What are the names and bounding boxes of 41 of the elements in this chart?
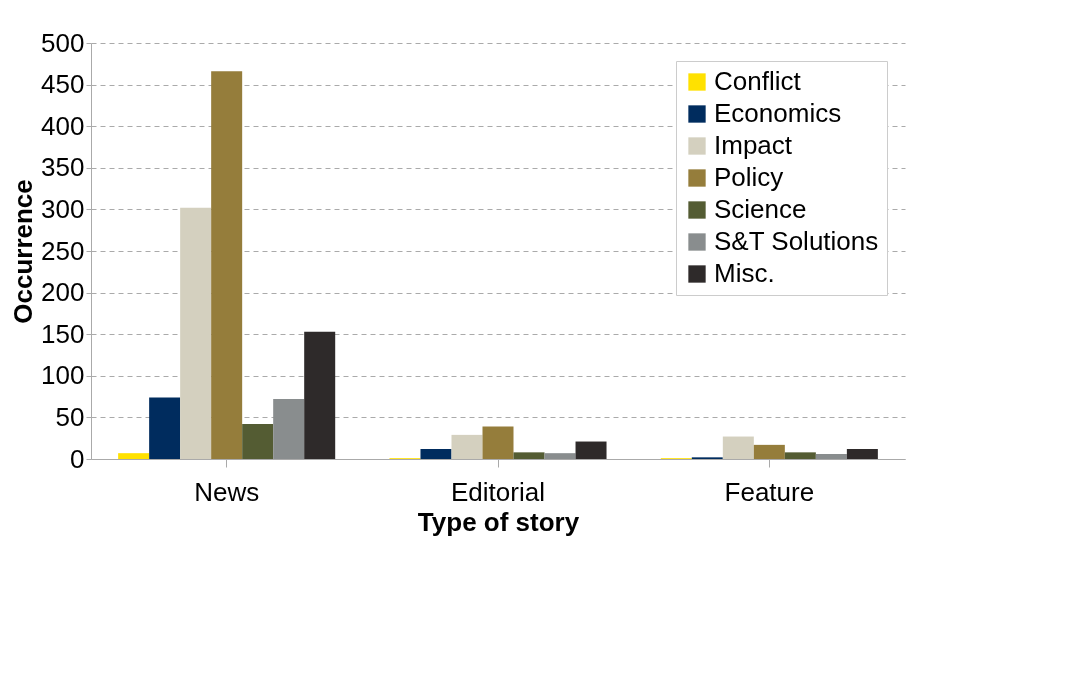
legend-label: Policy <box>714 162 784 192</box>
bar <box>513 452 545 459</box>
legend-label: Impact <box>714 130 793 160</box>
bar <box>846 449 878 459</box>
bar <box>722 436 754 459</box>
y-tick-label: 250 <box>41 235 85 266</box>
x-axis-title: Type of story <box>417 506 580 537</box>
bar <box>544 453 576 459</box>
legend-label: Science <box>714 194 807 224</box>
bar <box>242 424 274 459</box>
bar <box>118 453 150 459</box>
x-tick-label: Editorial <box>451 476 545 507</box>
legend-label: Conflict <box>714 66 802 96</box>
bar <box>420 449 452 459</box>
bar <box>784 452 816 459</box>
y-tick-label: 100 <box>41 360 85 391</box>
y-tick-label: 300 <box>41 193 85 224</box>
y-tick-label: 450 <box>41 69 85 100</box>
x-tick-label: Feature <box>724 476 815 507</box>
bar <box>211 71 243 459</box>
y-axis-title: Occurrence <box>8 179 39 324</box>
y-tick-label: 50 <box>55 401 85 432</box>
y-tick-label: 500 <box>41 27 85 58</box>
bar <box>304 331 336 459</box>
bar <box>815 454 847 459</box>
y-tick-label: 400 <box>41 110 85 141</box>
y-tick-label: 150 <box>41 318 85 349</box>
bar <box>451 434 483 459</box>
bar <box>482 426 514 459</box>
y-tick-label: 200 <box>41 277 85 308</box>
legend-label: S&T Solutions <box>714 226 879 256</box>
bar <box>180 207 212 459</box>
legend-label: Misc. <box>714 258 775 288</box>
bar <box>149 397 181 459</box>
x-tick-label: News <box>194 476 260 507</box>
y-tick-label: 0 <box>70 443 85 474</box>
bar <box>753 444 785 459</box>
legend-label: Economics <box>714 98 842 128</box>
y-tick-label: 350 <box>41 152 85 183</box>
bar <box>273 399 305 459</box>
bar <box>575 441 607 459</box>
